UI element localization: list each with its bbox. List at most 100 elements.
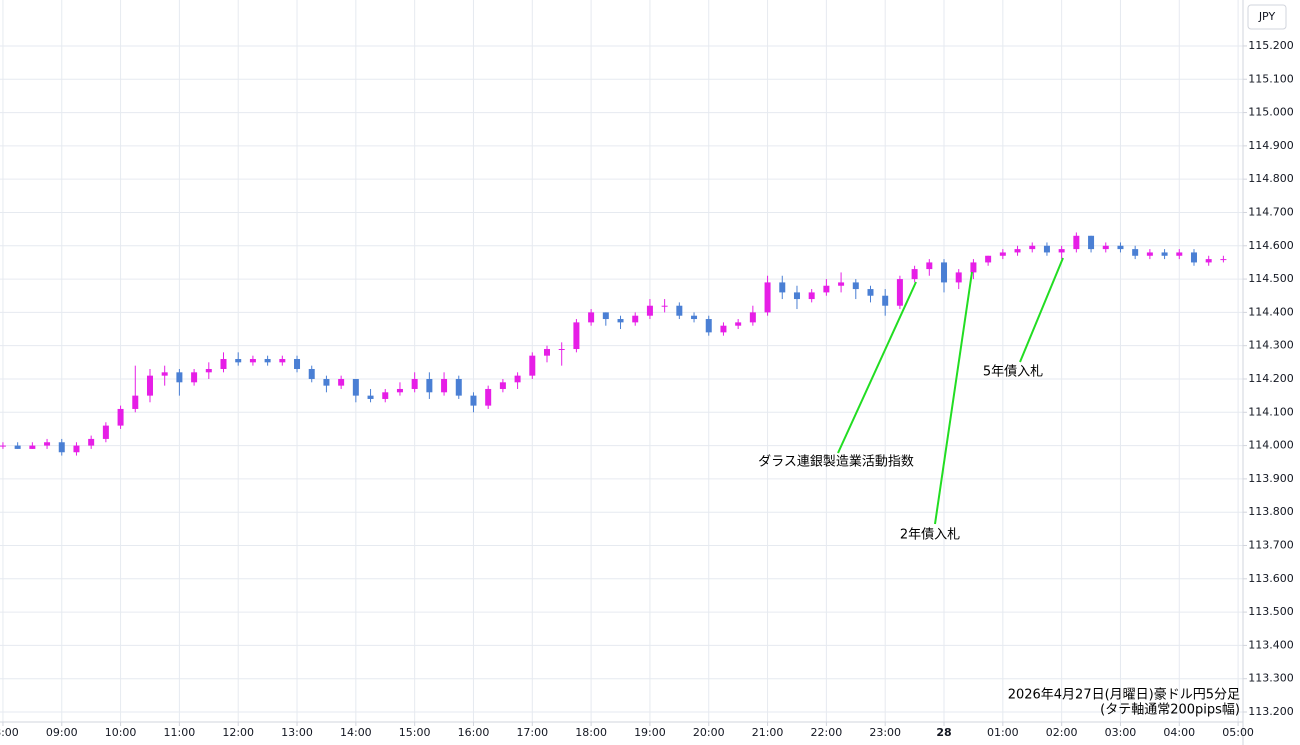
y-tick-label: 114.100 [1248, 405, 1294, 418]
x-tick-label: 12:00 [222, 726, 254, 739]
candle-body [73, 445, 80, 453]
candle-body [1146, 252, 1153, 256]
x-tick-label: 16:00 [458, 726, 490, 739]
candle-body [499, 382, 506, 389]
candle-body [161, 372, 168, 376]
candle-body [985, 255, 992, 263]
x-tick-label: 11:00 [164, 726, 196, 739]
y-tick-label: 114.900 [1248, 139, 1294, 152]
candle-body [235, 359, 242, 363]
candle-body [1161, 252, 1168, 256]
candle-body [941, 262, 948, 283]
x-tick-label: 17:00 [516, 726, 548, 739]
candle-body [970, 262, 977, 273]
y-tick-label: 114.800 [1248, 172, 1294, 185]
y-tick-label: 113.400 [1248, 638, 1294, 651]
candle-body [543, 349, 550, 356]
candle-body [0, 445, 6, 447]
x-tick-label: 02:00 [1046, 726, 1078, 739]
y-tick-label: 115.200 [1248, 39, 1294, 52]
candle-body [176, 372, 183, 383]
candle-body [88, 438, 95, 446]
candle-body [264, 359, 271, 363]
y-tick-label: 113.800 [1248, 505, 1294, 518]
candle-body [205, 368, 212, 373]
grid [0, 0, 1243, 722]
candle-body [882, 295, 889, 306]
candle-body [102, 425, 109, 439]
candle-body [455, 378, 462, 396]
candle-body [1190, 252, 1197, 263]
y-tick-label: 114.300 [1248, 339, 1294, 352]
candle-body [867, 289, 874, 296]
candle-body [58, 442, 65, 453]
candle-body [249, 359, 256, 363]
candle-body [382, 392, 389, 399]
annotation: ダラス連銀製造業活動指数 [758, 454, 914, 470]
annotation-line [934, 271, 973, 525]
annotation-line [837, 281, 917, 454]
x-tick-label: 13:00 [281, 726, 313, 739]
candle-body [411, 378, 418, 389]
candle-body [132, 395, 139, 409]
candle-body [529, 355, 536, 376]
candle-body [646, 305, 653, 316]
candle-body [220, 359, 227, 369]
note-line: (タテ軸通常200pips幅) [1100, 703, 1240, 718]
candle-body [632, 315, 639, 323]
candle-body [720, 325, 727, 333]
y-tick-label: 114.500 [1248, 272, 1294, 285]
candle-body [1176, 252, 1183, 256]
candle-body [1102, 245, 1109, 250]
y-tick-label: 113.500 [1248, 605, 1294, 618]
plot [0, 232, 1227, 456]
candle-body [1043, 245, 1050, 253]
candle-body [852, 282, 859, 290]
candle-body [588, 312, 595, 323]
candle-body [1073, 235, 1080, 250]
candle-body [146, 375, 153, 396]
candle-body [661, 305, 668, 307]
candle-body [485, 388, 492, 406]
y-tick-label: 113.300 [1248, 672, 1294, 685]
candle-body [793, 292, 800, 300]
annotation-line [1019, 257, 1064, 363]
candle-body [1132, 249, 1139, 256]
x-tick-label: 09:00 [46, 726, 78, 739]
candle-body [396, 388, 403, 393]
candle-body [367, 395, 374, 399]
x-tick-label: 19:00 [634, 726, 666, 739]
candle-body [676, 305, 683, 316]
candle-body [764, 282, 771, 313]
candle-body [191, 372, 198, 383]
candle-body [338, 378, 345, 386]
candle-body [470, 395, 477, 406]
candle-body [808, 292, 815, 300]
y-tick-label: 113.700 [1248, 538, 1294, 551]
y-tick-label: 114.400 [1248, 305, 1294, 318]
x-tick-label: 15:00 [399, 726, 431, 739]
x-tick-label: 04:00 [1163, 726, 1195, 739]
candle-body [1014, 249, 1021, 253]
currency-box [1247, 4, 1287, 30]
x-tick-label: 03:00 [1105, 726, 1137, 739]
candle-body [279, 359, 286, 363]
candle-body [323, 378, 330, 386]
y-tick-label: 114.700 [1248, 205, 1294, 218]
x-tick-label: 14:00 [340, 726, 372, 739]
y-tick-label: 115.000 [1248, 106, 1294, 119]
candle-body [1029, 245, 1036, 250]
candle-body [44, 442, 51, 446]
candle-body [602, 312, 609, 320]
candle-body [735, 322, 742, 326]
candle-body [308, 368, 315, 379]
candle-body [29, 445, 36, 449]
y-tick-label: 113.600 [1248, 572, 1294, 585]
note-line: 2026年4月27日(月曜日)豪ドル円5分足 [1008, 687, 1240, 703]
x-tick-label: 01:00 [987, 726, 1019, 739]
candle-body [426, 378, 433, 393]
x-tick-label: 22:00 [811, 726, 843, 739]
candle-body [926, 262, 933, 270]
x-tick-label: 05:00 [1222, 726, 1254, 739]
x-tick-label: 10:00 [105, 726, 137, 739]
